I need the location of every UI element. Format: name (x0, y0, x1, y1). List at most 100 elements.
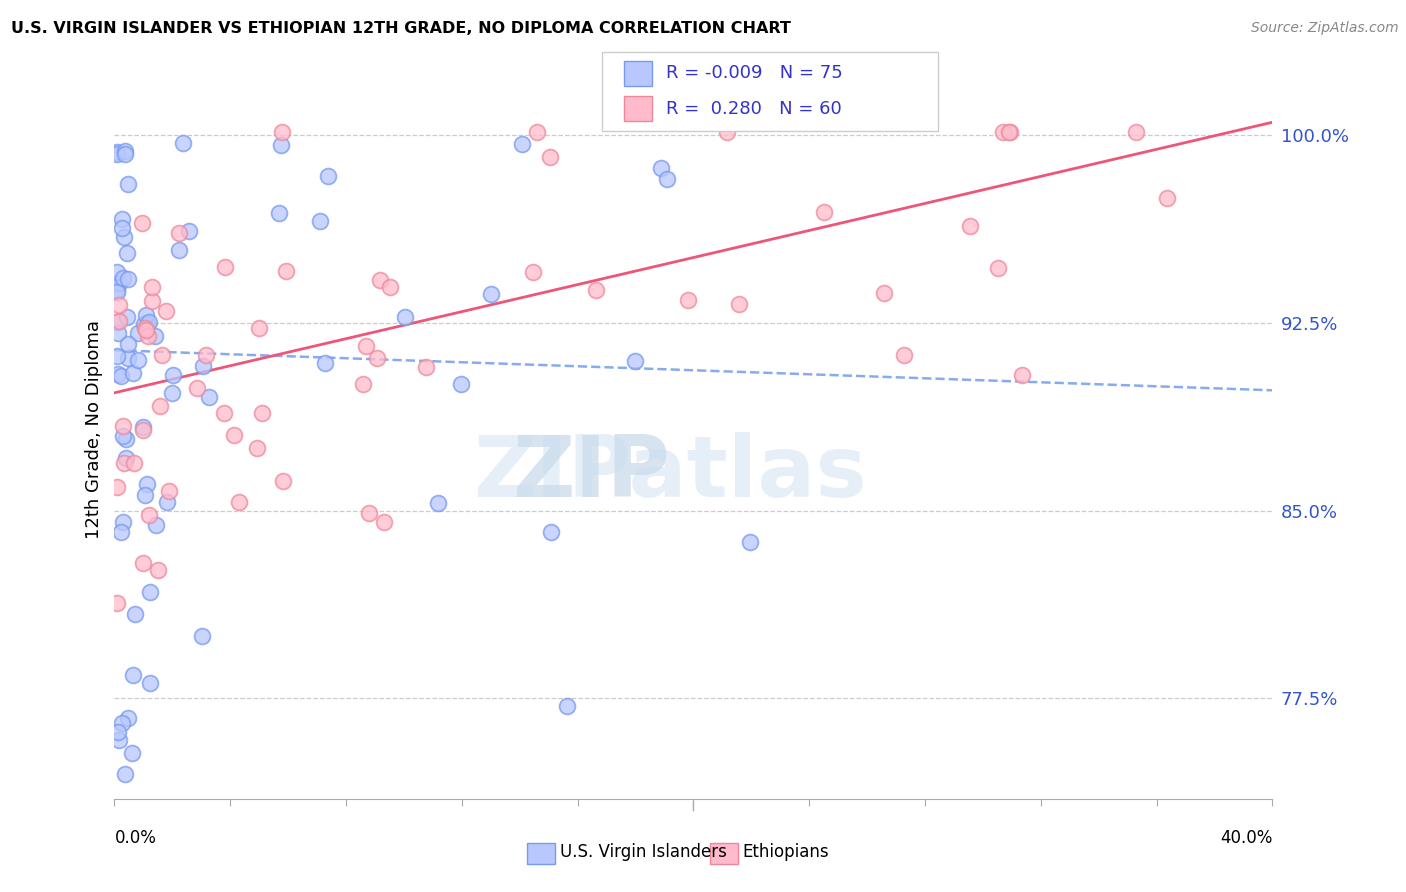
Y-axis label: 12th Grade, No Diploma: 12th Grade, No Diploma (86, 319, 103, 539)
Point (117, 711, 139, 725)
Point (124, 456, 146, 470)
Point (366, 351, 388, 366)
Point (107, 725, 129, 739)
Text: ZIP: ZIP (513, 432, 671, 515)
Point (105, 480, 128, 494)
Point (135, 476, 157, 491)
Point (650, 161, 672, 175)
Point (127, 353, 149, 368)
Point (111, 211, 134, 226)
Point (991, 125, 1014, 139)
Point (540, 524, 562, 539)
Point (121, 366, 143, 380)
Point (191, 629, 214, 643)
Point (157, 483, 180, 498)
Point (212, 406, 235, 420)
Point (108, 276, 131, 290)
Point (274, 264, 297, 278)
Point (998, 125, 1021, 139)
Point (150, 348, 173, 362)
Point (136, 329, 159, 343)
Point (132, 423, 155, 437)
Point (141, 293, 163, 308)
Point (368, 273, 391, 287)
Point (111, 716, 134, 731)
Point (716, 125, 738, 139)
Point (139, 676, 162, 690)
Point (105, 285, 128, 299)
Point (1011, 368, 1033, 383)
Point (222, 428, 245, 442)
Point (105, 596, 128, 610)
Point (139, 585, 162, 599)
Point (415, 359, 437, 374)
Text: U.S. Virgin Islanders: U.S. Virgin Islanders (560, 843, 727, 861)
Point (111, 429, 134, 443)
Point (121, 747, 143, 761)
Point (105, 284, 128, 298)
Point (131, 216, 153, 230)
Point (378, 280, 401, 294)
Point (143, 329, 166, 343)
Point (526, 125, 548, 139)
Text: R = -0.009   N = 75: R = -0.009 N = 75 (666, 64, 844, 82)
Point (155, 494, 177, 508)
Point (585, 283, 607, 297)
Point (354, 339, 377, 353)
Point (246, 442, 269, 456)
Point (138, 508, 160, 522)
Point (352, 377, 374, 392)
Point (522, 265, 544, 279)
Text: Ethiopians: Ethiopians (742, 843, 830, 861)
Point (134, 488, 156, 502)
Point (105, 265, 128, 279)
Point (105, 145, 128, 159)
Point (271, 475, 294, 489)
Point (111, 419, 134, 434)
Text: 0.0%: 0.0% (114, 830, 156, 847)
Point (107, 367, 129, 381)
Point (141, 280, 163, 294)
Point (252, 406, 274, 420)
Point (186, 381, 208, 395)
Point (107, 326, 129, 341)
Point (624, 353, 647, 368)
Point (115, 432, 138, 446)
Point (167, 226, 190, 240)
Point (873, 286, 896, 301)
Point (112, 230, 135, 244)
Point (959, 219, 981, 234)
Point (127, 326, 149, 340)
Point (110, 524, 132, 539)
Point (135, 308, 157, 322)
Point (1156, 191, 1178, 205)
Point (114, 144, 136, 158)
Point (555, 699, 578, 714)
Point (198, 390, 221, 404)
Point (114, 767, 136, 781)
Point (121, 668, 143, 682)
Point (160, 385, 183, 400)
Point (740, 534, 762, 549)
Point (479, 287, 502, 301)
Point (314, 356, 336, 370)
Point (1125, 125, 1147, 139)
Point (145, 517, 167, 532)
Point (316, 169, 339, 183)
Point (117, 177, 139, 191)
Point (247, 321, 270, 335)
Point (108, 298, 131, 312)
Point (115, 310, 138, 324)
Point (114, 146, 136, 161)
Point (169, 243, 191, 257)
Point (172, 136, 194, 150)
Point (117, 272, 139, 286)
Point (893, 347, 915, 361)
Point (191, 359, 214, 374)
Point (228, 495, 250, 509)
Text: U.S. VIRGIN ISLANDER VS ETHIOPIAN 12TH GRADE, NO DIPLOMA CORRELATION CHART: U.S. VIRGIN ISLANDER VS ETHIOPIAN 12TH G… (11, 21, 792, 36)
Point (149, 400, 172, 414)
Point (135, 323, 157, 337)
Point (270, 137, 292, 152)
Point (427, 496, 450, 510)
